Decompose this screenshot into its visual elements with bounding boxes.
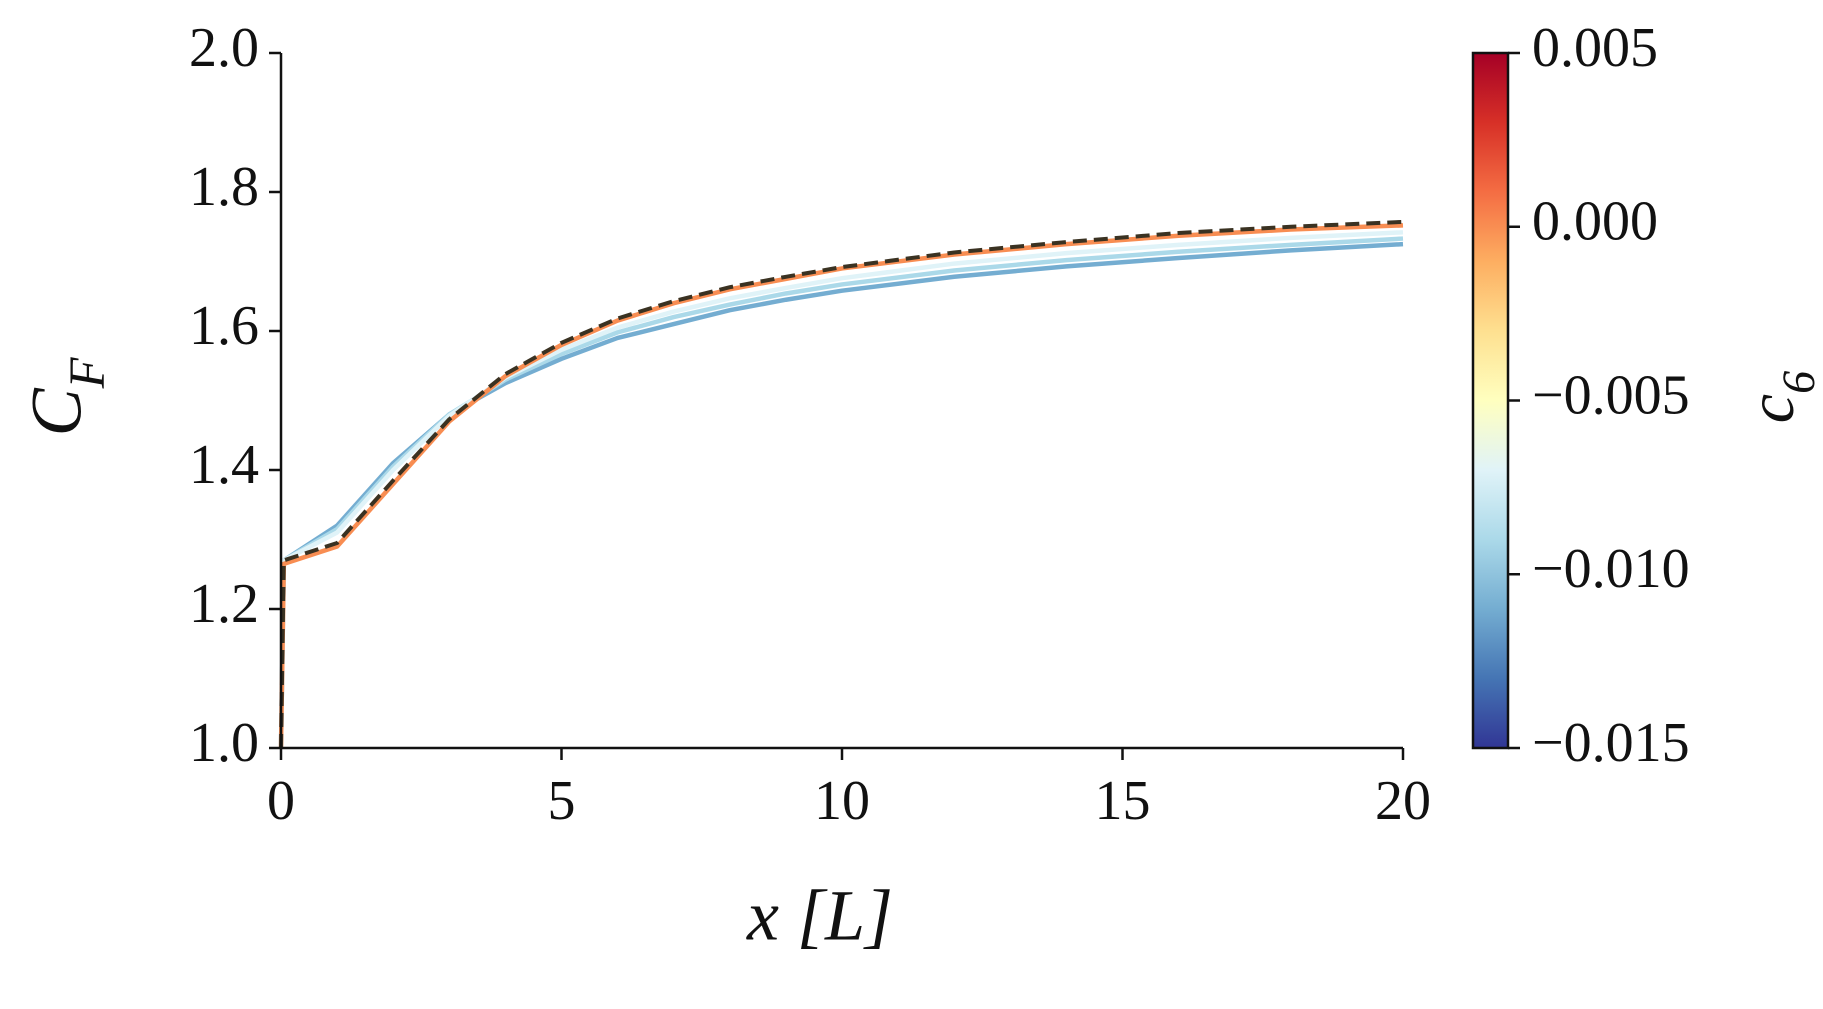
colorbar-tick-label: −0.015 [1532, 712, 1690, 774]
x-tick-label: 0 [267, 770, 295, 832]
x-tick-label: 15 [1095, 770, 1151, 832]
y-tick-label: 1.2 [189, 573, 259, 635]
colorbar-tick-label: 0.005 [1532, 17, 1658, 79]
y-tick-label: 1.8 [189, 156, 259, 218]
colorbar-tick-label: −0.005 [1532, 364, 1690, 426]
series-line [278, 223, 1404, 749]
colorbar [1471, 51, 1510, 750]
y-axis-title: CF [17, 356, 115, 436]
x-tick-label: 5 [548, 770, 576, 832]
series-line [278, 230, 1404, 749]
colorbar-tick-label: −0.010 [1532, 538, 1690, 600]
x-axis-title: x [L] [746, 876, 893, 956]
y-tick-label: 2.0 [189, 17, 259, 79]
y-tick-label: 1.0 [189, 712, 259, 774]
y-tick-label: 1.6 [189, 295, 259, 357]
colorbar-tick-label: 0.000 [1532, 191, 1658, 253]
x-tick-label: 20 [1375, 770, 1431, 832]
y-tick-label: 1.4 [189, 434, 259, 496]
series-line [278, 241, 1404, 749]
series-line [278, 236, 1404, 749]
colorbar-title: c6 [1735, 371, 1823, 423]
x-tick-label: 10 [814, 770, 870, 832]
series-line [279, 219, 1404, 749]
